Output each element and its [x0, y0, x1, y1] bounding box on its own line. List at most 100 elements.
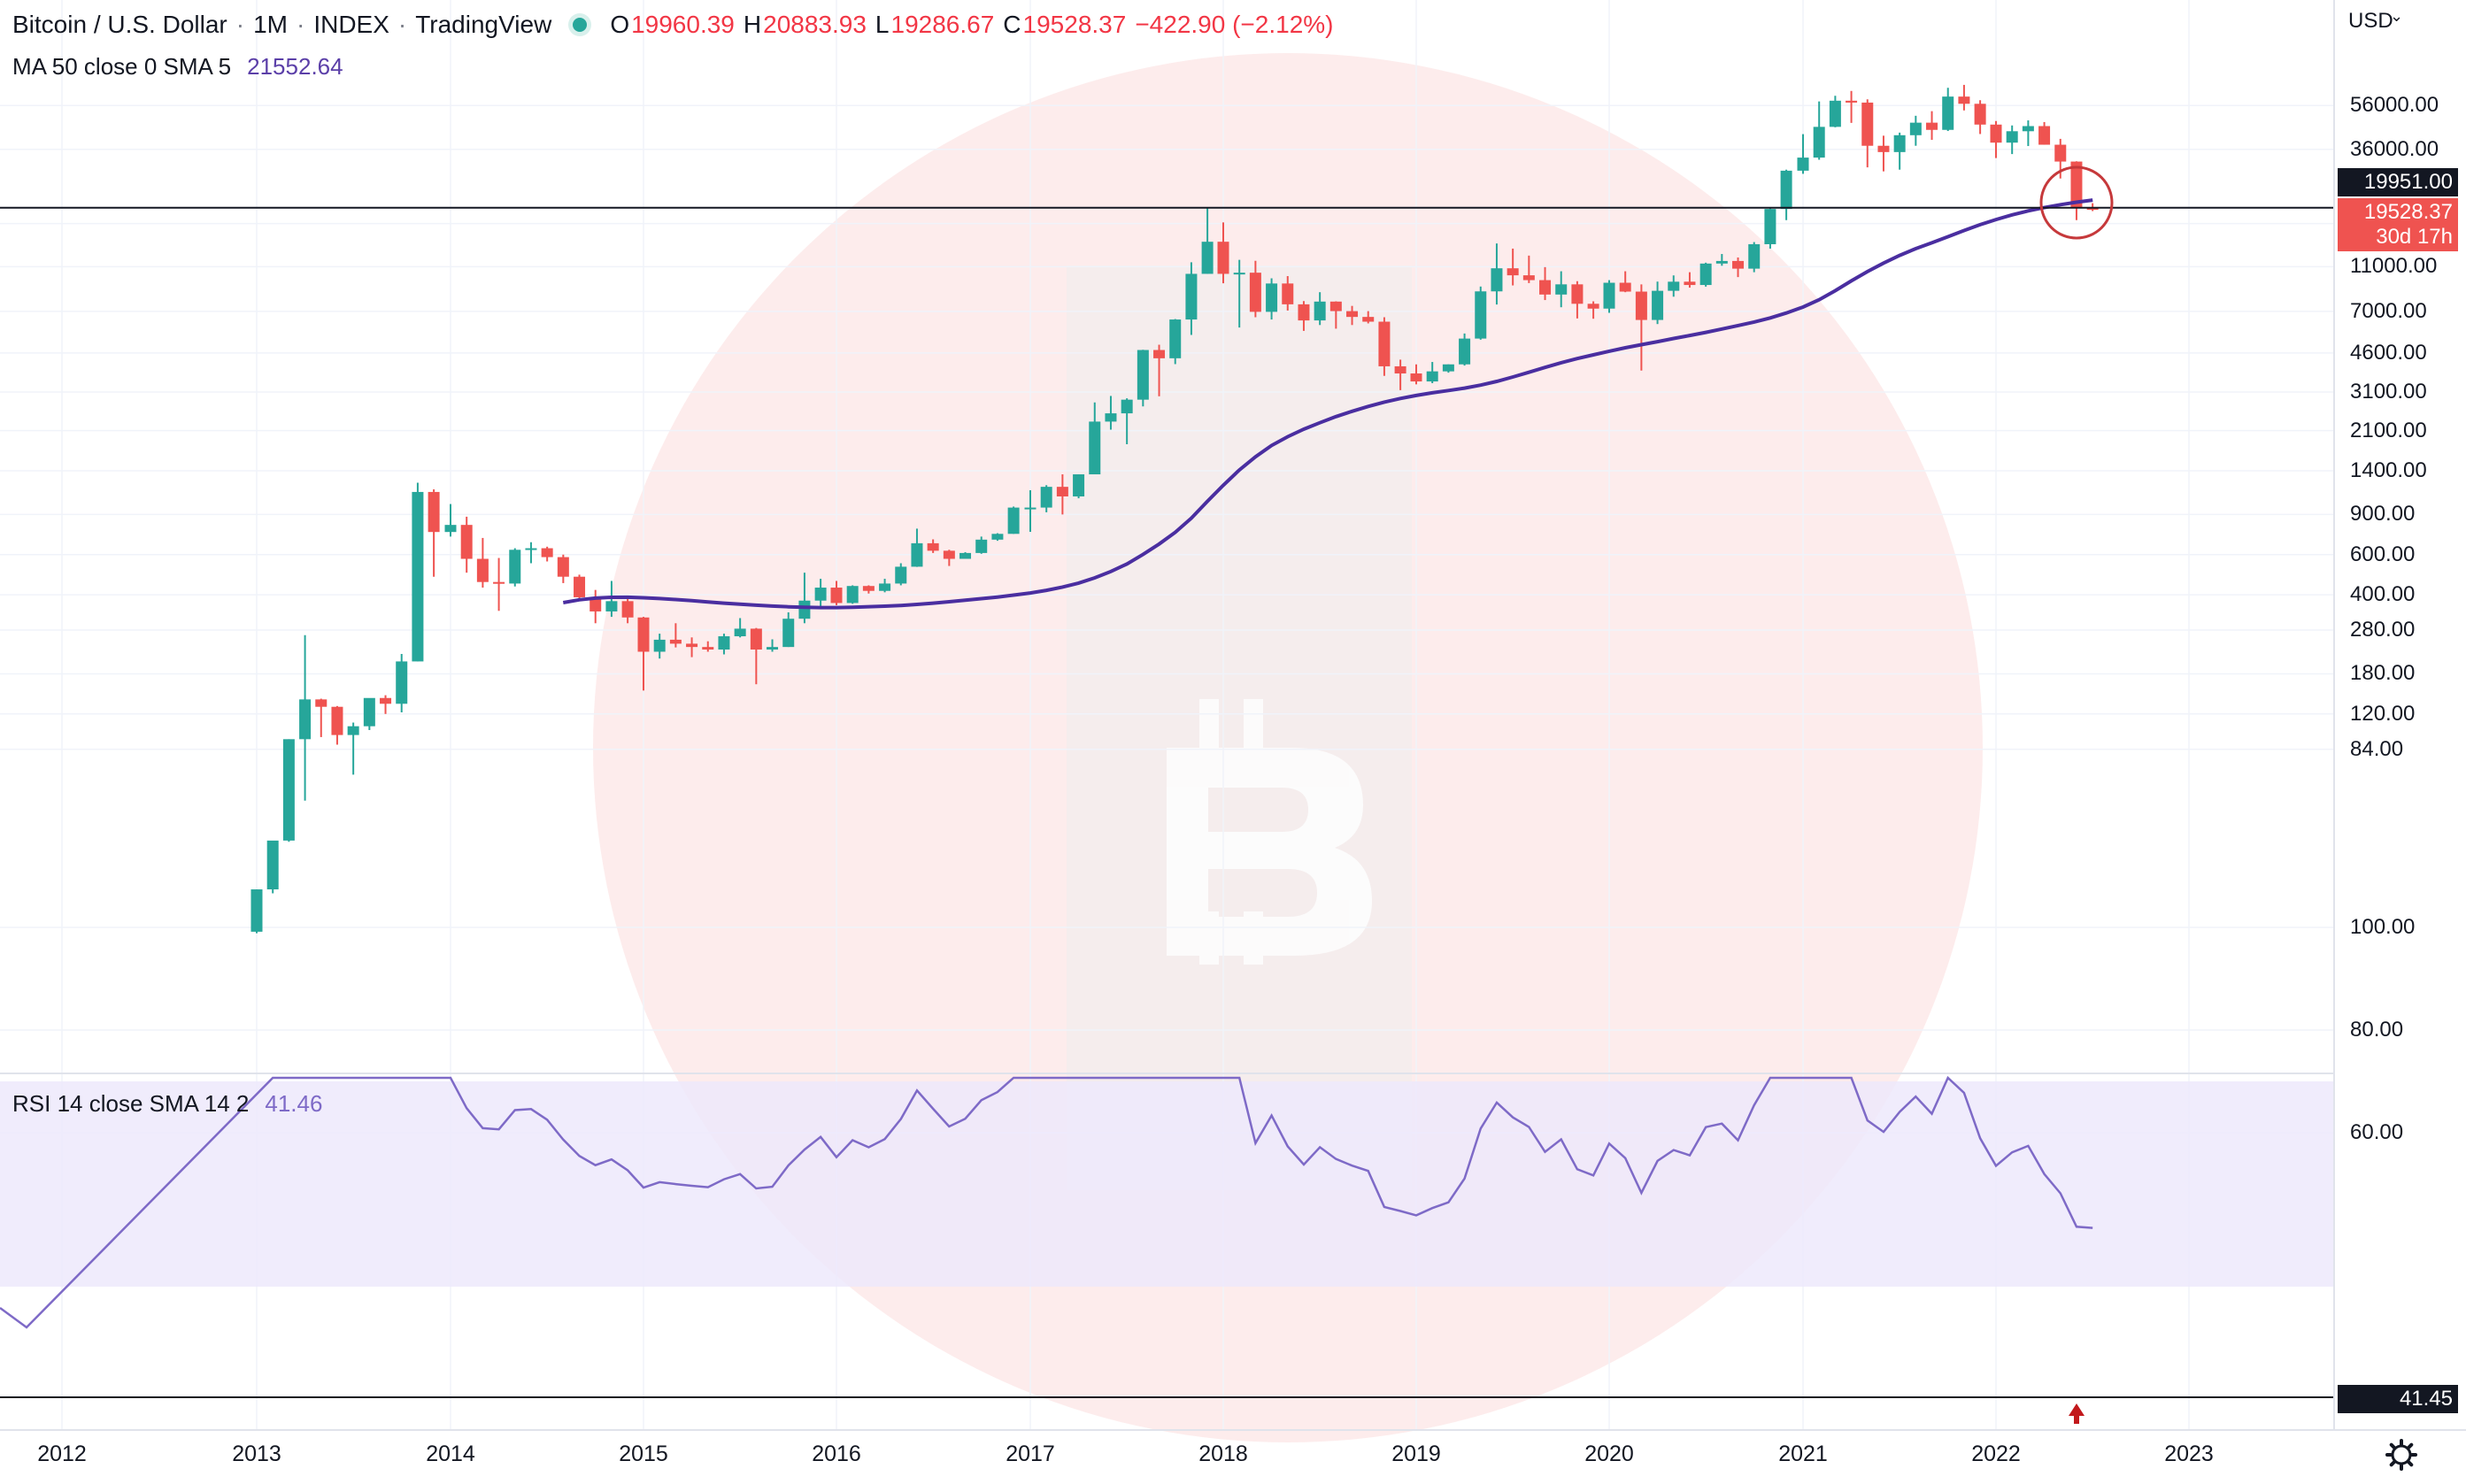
currency-dropdown-icon[interactable]: ⌄	[2390, 7, 2404, 25]
candle	[1378, 317, 1391, 376]
candle	[250, 889, 263, 934]
candle	[1619, 271, 1631, 293]
ohlc-high: 20883.93	[763, 11, 867, 38]
rsi-line	[0, 1075, 2093, 1329]
arrow-up-icon	[2069, 1403, 2085, 1424]
price-tick-label: 36000.00	[2350, 136, 2439, 161]
candle	[621, 596, 634, 624]
rsi-tick-label: 100.00	[2350, 915, 2416, 939]
gear-icon[interactable]	[2385, 1439, 2417, 1471]
rsi-tick-label: 60.00	[2350, 1120, 2404, 1144]
interval-label[interactable]: 1M	[253, 11, 288, 38]
time-tick-label: 2022	[1971, 1442, 2021, 1466]
candle	[1587, 301, 1599, 319]
candle	[1893, 132, 1906, 170]
rsi-line-tag[interactable]: 41.45	[2338, 1385, 2458, 1413]
candle	[1298, 301, 1310, 331]
ohlc-c-label: C	[1003, 11, 1021, 38]
price-tick-label: 600.00	[2350, 542, 2416, 566]
price-tick-label: 7000.00	[2350, 298, 2427, 323]
candle	[1926, 111, 1938, 141]
candle	[1668, 275, 1680, 297]
candle	[959, 551, 972, 559]
candle	[460, 516, 473, 573]
candle	[943, 550, 955, 566]
candle	[1522, 255, 1535, 283]
time-tick-label: 2013	[232, 1442, 281, 1466]
time-tick-label: 2014	[426, 1442, 475, 1466]
candle	[347, 722, 359, 775]
last-price-value: 19528.37	[2363, 200, 2453, 224]
rsi-legend[interactable]: RSI 14 close SMA 14 2 41.46	[12, 1090, 331, 1118]
price-tick-label: 84.00	[2350, 736, 2404, 761]
candle	[1555, 271, 1568, 308]
symbol-legend[interactable]: Bitcoin / U.S. Dollar · 1M · INDEX · Tra…	[12, 11, 1334, 38]
candle	[1829, 96, 1841, 127]
ohlc-o-label: O	[610, 11, 630, 38]
candle	[331, 705, 343, 745]
last-price-tag: 19528.37 30d 17h	[2338, 198, 2458, 251]
candle	[1185, 262, 1198, 335]
candle	[1635, 284, 1647, 371]
candle	[637, 617, 650, 691]
candle	[702, 641, 714, 652]
candle	[1329, 301, 1342, 329]
candle	[1861, 99, 1874, 168]
horizontal-line-price-tag[interactable]: 19951.00	[2338, 168, 2458, 196]
rsi-legend-label: RSI 14 close SMA 14 2	[12, 1090, 250, 1117]
candle	[1266, 278, 1278, 320]
candle	[1056, 474, 1068, 515]
candle	[590, 589, 602, 624]
candle	[1201, 206, 1214, 274]
time-tick-label: 2012	[37, 1442, 87, 1466]
bar-countdown: 30d 17h	[2376, 225, 2453, 249]
time-tick-label: 2018	[1198, 1442, 1248, 1466]
candle	[1603, 280, 1615, 313]
candle	[1539, 266, 1552, 301]
price-tick-label: 4600.00	[2350, 340, 2427, 365]
candle	[1652, 281, 1664, 325]
candle	[2022, 120, 2034, 147]
candle	[315, 698, 328, 737]
candle	[1846, 90, 1858, 123]
price-tick-label: 3100.00	[2350, 380, 2427, 404]
candle	[1764, 208, 1776, 249]
candle	[363, 697, 375, 730]
candle	[991, 533, 1004, 542]
price-tick-label: 120.00	[2350, 701, 2416, 726]
candle	[525, 542, 537, 564]
candle	[557, 554, 569, 583]
candle	[1571, 281, 1584, 319]
candle	[541, 546, 553, 562]
watermark-bar	[1067, 265, 1412, 1190]
ma-legend[interactable]: MA 50 close 0 SMA 5 21552.64	[12, 53, 352, 81]
annotation-circle[interactable]	[2039, 165, 2114, 240]
candle	[428, 488, 440, 577]
candle	[1974, 100, 1986, 135]
candle	[396, 653, 408, 712]
candle	[734, 618, 746, 638]
candle	[266, 840, 279, 894]
price-tick-label: 56000.00	[2350, 93, 2439, 118]
grid	[0, 0, 2334, 1430]
candle	[1105, 396, 1117, 430]
candle	[782, 611, 795, 648]
candle	[1121, 398, 1133, 444]
candle	[1073, 474, 1085, 499]
candle	[830, 581, 843, 605]
currency-label[interactable]: USD	[2348, 9, 2393, 33]
candle	[1233, 259, 1245, 328]
ma-legend-value: 21552.64	[247, 53, 343, 80]
market-status-icon[interactable]	[573, 18, 588, 32]
price-tick-label: 900.00	[2350, 502, 2416, 527]
symbol-title[interactable]: Bitcoin / U.S. Dollar	[12, 11, 227, 38]
candle	[380, 695, 392, 714]
candle	[975, 536, 988, 554]
ma-line	[562, 198, 2093, 610]
time-tick-label: 2023	[2164, 1442, 2214, 1466]
candle	[1426, 362, 1438, 384]
candle	[509, 548, 521, 587]
candle	[1282, 276, 1294, 311]
